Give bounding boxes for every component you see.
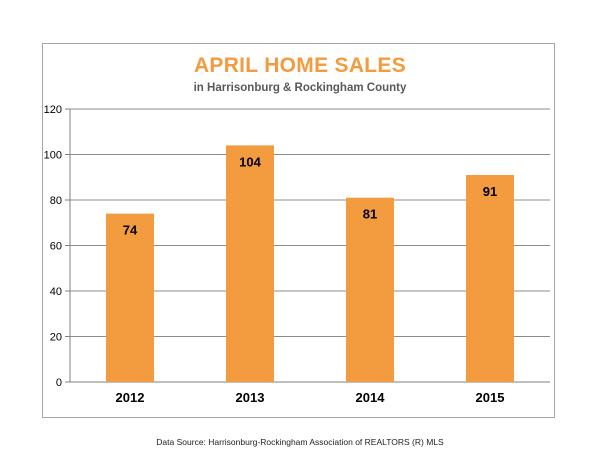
y-tick-label: 80	[50, 195, 62, 207]
x-tick-label: 2012	[116, 390, 145, 405]
bar-2012	[106, 213, 154, 382]
x-tick-label: 2015	[476, 390, 505, 405]
y-tick-label: 0	[56, 377, 62, 389]
data-label-2013: 104	[239, 154, 261, 169]
y-tick-label: 60	[50, 241, 62, 253]
y-tick-label: 100	[44, 150, 62, 162]
data-label-2012: 74	[123, 223, 138, 238]
chart-title: APRIL HOME SALES	[193, 54, 407, 77]
bar-2014	[346, 197, 394, 382]
bar-2015	[466, 174, 514, 382]
bars	[106, 145, 514, 382]
bar-2013	[226, 145, 274, 382]
y-tick-label: 20	[50, 332, 62, 344]
data-label-2014: 81	[363, 207, 377, 222]
x-tick-label: 2014	[356, 390, 386, 405]
y-tick-label: 120	[44, 104, 62, 116]
x-tick-label: 2013	[236, 390, 265, 405]
data-label-2015: 91	[483, 184, 497, 199]
source-note: Data Source: Harrisonburg-Rockingham Ass…	[156, 437, 444, 447]
y-tick-label: 40	[50, 286, 62, 298]
labels: 0 20 40 60 80 100 120 74 2012 104 2013 81 2014 91 2015	[44, 104, 505, 405]
chart-subtitle: in Harrisonburg & Rockingham County	[193, 82, 407, 94]
